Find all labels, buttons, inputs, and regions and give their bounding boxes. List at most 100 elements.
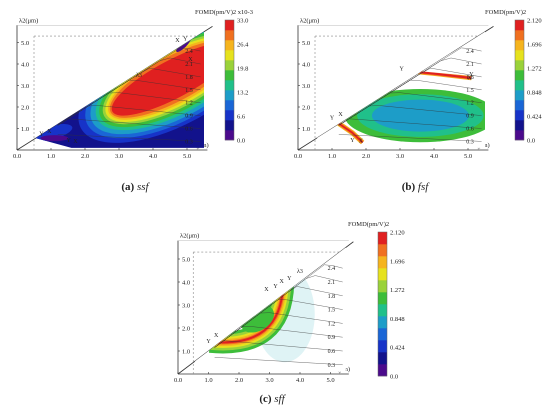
colorbar-tick-label: 2.120 bbox=[390, 230, 405, 237]
colorbar-segment bbox=[225, 30, 234, 41]
colorbar-segment bbox=[378, 364, 387, 377]
x-tick-label: 3.0 bbox=[396, 153, 404, 160]
heat-band bbox=[40, 135, 69, 142]
heat-band bbox=[194, 247, 346, 372]
colorbar-segment bbox=[378, 304, 387, 317]
marker-label: Y bbox=[39, 131, 44, 137]
x-tick-label: 0.0 bbox=[174, 377, 182, 384]
colorbar-tick-label: 19.8 bbox=[237, 66, 248, 73]
x-tick-label: 2.0 bbox=[235, 377, 243, 384]
x-tick-label: 0.0 bbox=[294, 153, 302, 160]
caption-name: ssf bbox=[137, 181, 151, 193]
y-tick-label: 1.0 bbox=[21, 126, 29, 133]
x-tick-label: 5.0 bbox=[326, 377, 334, 384]
contour-line bbox=[57, 118, 201, 129]
caption-letter: (b) bbox=[402, 181, 418, 193]
contour-label: 1.5 bbox=[185, 88, 193, 94]
colorbar-tick-label: 13.2 bbox=[237, 90, 248, 97]
x-tick-label: 1.0 bbox=[47, 153, 55, 160]
y-axis-label: λ2(μm) bbox=[180, 233, 199, 240]
x-tick-label: 3.0 bbox=[265, 377, 273, 384]
panel-b-fsf: 0.01.02.03.04.05.01.02.03.04.05.0λ2(μm)λ… bbox=[294, 9, 542, 193]
y-axis-label: λ2(μm) bbox=[19, 17, 38, 24]
colorbar-tick-label: 1.696 bbox=[390, 258, 405, 265]
y-tick-label: 3.0 bbox=[302, 83, 310, 90]
y-tick-label: 5.0 bbox=[182, 257, 190, 264]
y-tick-label: 2.0 bbox=[182, 326, 190, 333]
colorbar-tick-label: 0.424 bbox=[527, 114, 542, 121]
contour-label: 1.2 bbox=[466, 101, 474, 107]
x-tick-label: 5.0 bbox=[183, 153, 191, 160]
colorbar-title: FOMD(pm/V)2 bbox=[348, 221, 389, 228]
x-tick-label: 1.0 bbox=[204, 377, 212, 384]
x-tick-label: 1.0 bbox=[328, 153, 336, 160]
colorbar-segment bbox=[378, 340, 387, 353]
colorbar-segment bbox=[515, 110, 524, 121]
marker-label: X bbox=[280, 279, 285, 285]
contour-line bbox=[57, 134, 201, 142]
heat-band bbox=[35, 123, 73, 142]
marker-label: X bbox=[175, 38, 180, 44]
y-tick-label: 1.0 bbox=[182, 349, 190, 356]
colorbar-segment bbox=[225, 80, 234, 91]
colorbar-frame bbox=[224, 19, 235, 141]
colorbar-segment bbox=[378, 292, 387, 305]
colorbar-title: FOMD(pm/V)2 bbox=[485, 9, 526, 16]
panel-a-ssf: 0.0 1.0 2.0 3.0 4.0 5.0 1.0 2.0 3.0 4.0 5.0 λ2(μm) λ… bbox=[13, 9, 253, 193]
y-tick-label: 4.0 bbox=[182, 280, 190, 287]
y-tick-label: 2.0 bbox=[302, 105, 310, 112]
marker-label: Y bbox=[183, 36, 188, 42]
x-tick-label: 5.0 bbox=[464, 153, 472, 160]
contour-line bbox=[338, 118, 482, 129]
colorbar-tick-label: 0.424 bbox=[390, 345, 405, 352]
colorbar-title: FOMD(pm/V)2 x10-3 bbox=[195, 9, 253, 16]
y-axis-label: λ2(μm) bbox=[300, 17, 319, 24]
x-tick-label: 4.0 bbox=[430, 153, 438, 160]
contour-label: 2.4 bbox=[185, 49, 193, 55]
y-tick-label: 5.0 bbox=[21, 40, 29, 47]
y-tick-label: 4.0 bbox=[21, 62, 29, 69]
colorbar-tick-label: 2.120 bbox=[527, 18, 542, 25]
colorbar-segment bbox=[515, 130, 524, 141]
colorbar-segment bbox=[378, 352, 387, 365]
colorbar-segment bbox=[515, 50, 524, 61]
y-tick-label: 2.0 bbox=[21, 105, 29, 112]
lambda3-label: λ3 bbox=[297, 269, 303, 275]
contour-label: 0.6 bbox=[466, 127, 474, 133]
contour-label: 1.2 bbox=[328, 321, 336, 327]
colorbar-tick-label: 0.0 bbox=[237, 138, 245, 145]
colorbar-segment bbox=[225, 110, 234, 121]
marker-label: Y bbox=[400, 66, 405, 72]
colorbar-segment bbox=[225, 50, 234, 61]
panel-c-sff: 0.0 1.0 2.0 3.0 4.0 5.0 1.0 2.0 3.0 4.0 5.0 λ2(μm) λ… bbox=[174, 221, 405, 405]
caption-letter: (a) bbox=[121, 181, 137, 193]
contour-label: 0.3 bbox=[328, 363, 336, 369]
colorbar-segment bbox=[515, 40, 524, 51]
x-tick-label: 2.0 bbox=[362, 153, 370, 160]
colorbar-tick-label: 0.848 bbox=[527, 90, 542, 97]
contour-line bbox=[57, 105, 201, 126]
contour-label: 2.1 bbox=[466, 62, 474, 68]
heat-band bbox=[111, 42, 205, 116]
contour-label: 2.1 bbox=[328, 280, 336, 286]
contour-label: 0.9 bbox=[185, 114, 193, 120]
colorbar-segment bbox=[225, 70, 234, 81]
colorbar-frame bbox=[514, 19, 525, 141]
contour-label: 2.4 bbox=[328, 266, 336, 272]
marker-label: Y bbox=[469, 72, 474, 78]
caption-letter: (c) bbox=[259, 393, 274, 405]
colorbar-segment bbox=[515, 30, 524, 41]
colorbar-tick-label: 33.0 bbox=[237, 18, 248, 25]
colorbar-segment bbox=[378, 256, 387, 269]
colorbar-segment bbox=[515, 120, 524, 131]
x-tick-label: 4.0 bbox=[149, 153, 157, 160]
lambda3-label: λ3 bbox=[136, 73, 142, 79]
marker-label: X bbox=[214, 333, 219, 339]
colorbar-segment bbox=[378, 268, 387, 281]
contour-line bbox=[214, 326, 343, 348]
marker-label: Y bbox=[350, 138, 355, 144]
marker-label: Y bbox=[67, 138, 72, 144]
contour-label: 0.9 bbox=[328, 335, 336, 341]
contour-line bbox=[338, 134, 482, 142]
